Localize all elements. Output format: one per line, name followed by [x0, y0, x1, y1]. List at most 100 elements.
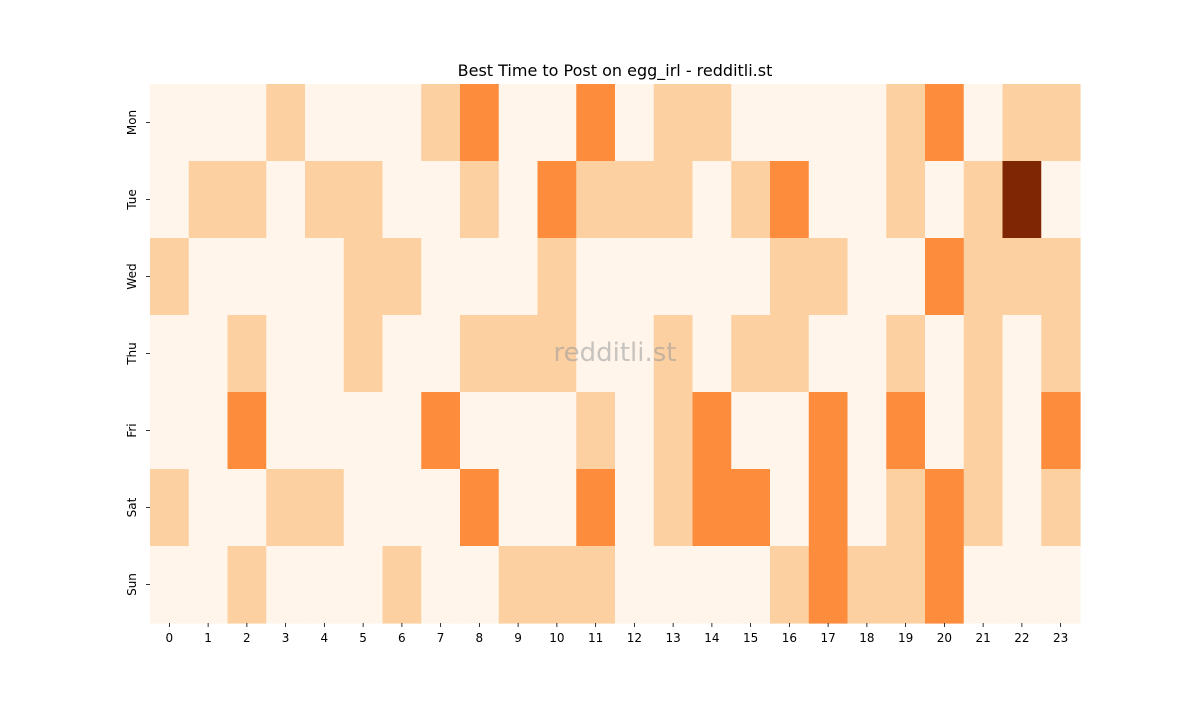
heatmap-cell-mon-6 — [382, 84, 422, 162]
heatmap-cell-wed-10 — [537, 238, 577, 316]
heatmap-cell-sun-17 — [808, 546, 849, 624]
heatmap-cell-sat-7 — [421, 469, 461, 547]
chart-title: Best Time to Post on egg_irl - redditli.… — [458, 61, 773, 81]
heatmap-cell-thu-2 — [227, 315, 267, 393]
heatmap-cell-sat-10 — [537, 469, 577, 547]
heatmap-cell-tue-15 — [731, 161, 771, 239]
heatmap-cell-wed-5 — [343, 238, 384, 316]
heatmap-cell-tue-4 — [305, 161, 345, 239]
heatmap-cell-wed-21 — [963, 238, 1004, 316]
heatmap-cell-sun-19 — [886, 546, 926, 624]
heatmap-cell-tue-3 — [266, 161, 306, 239]
heatmap-cell-fri-5 — [343, 392, 384, 470]
heatmap-cell-sun-11 — [576, 546, 616, 624]
heatmap-cell-sun-4 — [305, 546, 345, 624]
heatmap-cell-sun-18 — [847, 546, 887, 624]
heatmap-cell-mon-15 — [731, 84, 771, 162]
x-tick-label: 1 — [204, 631, 212, 645]
heatmap-cell-thu-6 — [382, 315, 422, 393]
heatmap-cell-mon-13 — [653, 84, 694, 162]
heatmap-cell-thu-19 — [886, 315, 926, 393]
x-tick-label: 5 — [359, 631, 367, 645]
x-tick-label: 13 — [665, 631, 680, 645]
x-tick-label: 0 — [166, 631, 174, 645]
heatmap-cell-sat-13 — [653, 469, 694, 547]
heatmap-cell-tue-1 — [188, 161, 229, 239]
heatmap-cell-mon-20 — [925, 84, 965, 162]
y-tick-label: Sat — [125, 497, 139, 517]
y-tick-label: Sun — [125, 573, 139, 596]
heatmap-cell-mon-19 — [886, 84, 926, 162]
heatmap-cell-wed-6 — [382, 238, 422, 316]
heatmap-cell-sun-12 — [615, 546, 655, 624]
heatmap-cell-tue-21 — [963, 161, 1004, 239]
heatmap-cell-thu-23 — [1041, 315, 1081, 393]
heatmap-cell-fri-2 — [227, 392, 267, 470]
x-tick-label: 7 — [437, 631, 445, 645]
heatmap-cell-mon-21 — [963, 84, 1004, 162]
heatmap-cell-mon-5 — [343, 84, 384, 162]
heatmap-cell-thu-13 — [653, 315, 694, 393]
heatmap-cell-sun-23 — [1041, 546, 1081, 624]
heatmap-cell-fri-3 — [266, 392, 306, 470]
heatmap-cell-mon-11 — [576, 84, 616, 162]
heatmap-cell-thu-0 — [150, 315, 190, 393]
heatmap-cell-sun-0 — [150, 546, 190, 624]
x-tick-label: 9 — [514, 631, 522, 645]
heatmap-cell-thu-15 — [731, 315, 771, 393]
heatmap-cell-wed-1 — [188, 238, 229, 316]
heatmap-cell-mon-2 — [227, 84, 267, 162]
heatmap-cell-sun-10 — [537, 546, 577, 624]
heatmap-cell-thu-14 — [692, 315, 732, 393]
heatmap-cell-mon-22 — [1002, 84, 1042, 162]
heatmap-cell-thu-7 — [421, 315, 461, 393]
heatmap-cell-fri-6 — [382, 392, 422, 470]
heatmap-cell-tue-19 — [886, 161, 926, 239]
heatmap-cell-sun-22 — [1002, 546, 1042, 624]
heatmap-cell-tue-8 — [460, 161, 500, 239]
heatmap-cell-tue-20 — [925, 161, 965, 239]
heatmap-cell-wed-2 — [227, 238, 267, 316]
heatmap-cell-mon-10 — [537, 84, 577, 162]
heatmap-cell-mon-1 — [188, 84, 229, 162]
heatmap-cell-mon-16 — [770, 84, 810, 162]
heatmap-cell-fri-17 — [808, 392, 849, 470]
heatmap-cell-sun-2 — [227, 546, 267, 624]
heatmap-cell-wed-12 — [615, 238, 655, 316]
heatmap-cell-sat-5 — [343, 469, 384, 547]
x-axis: 0 1 2 3 4 5 6 7 8 9 10 11 12 13 14 15 16 17 18 19 20 21 22 23 — [166, 623, 1068, 645]
heatmap-cell-thu-8 — [460, 315, 500, 393]
heatmap-cell-thu-3 — [266, 315, 306, 393]
heatmap-cell-sat-6 — [382, 469, 422, 547]
heatmap-cell-sat-18 — [847, 469, 887, 547]
heatmap-cell-sat-14 — [692, 469, 732, 547]
heatmap-cell-sun-13 — [653, 546, 694, 624]
heatmap-cell-tue-16 — [770, 161, 810, 239]
heatmap-cell-thu-20 — [925, 315, 965, 393]
heatmap-cell-sat-21 — [963, 469, 1004, 547]
heatmap-cell-sat-23 — [1041, 469, 1081, 547]
heatmap-cell-sun-16 — [770, 546, 810, 624]
heatmap-cell-mon-14 — [692, 84, 732, 162]
heatmap-cell-fri-18 — [847, 392, 887, 470]
heatmap-cell-tue-22 — [1002, 161, 1042, 239]
heatmap-cell-fri-12 — [615, 392, 655, 470]
y-tick-label: Mon — [125, 110, 139, 135]
heatmap-cell-wed-0 — [150, 238, 190, 316]
heatmap-cell-fri-15 — [731, 392, 771, 470]
heatmap-cell-thu-21 — [963, 315, 1004, 393]
heatmap-cell-fri-4 — [305, 392, 345, 470]
heatmap-cell-sat-22 — [1002, 469, 1042, 547]
heatmap-cell-wed-15 — [731, 238, 771, 316]
heatmap-cell-mon-23 — [1041, 84, 1081, 162]
x-tick-label: 23 — [1053, 631, 1068, 645]
heatmap-cell-wed-22 — [1002, 238, 1042, 316]
heatmap-cell-thu-4 — [305, 315, 345, 393]
heatmap-cell-sat-9 — [498, 469, 539, 547]
heatmap-cell-sat-0 — [150, 469, 190, 547]
heatmap-cell-tue-0 — [150, 161, 190, 239]
x-tick-label: 2 — [243, 631, 251, 645]
heatmap-cell-fri-8 — [460, 392, 500, 470]
heatmap-cell-mon-18 — [847, 84, 887, 162]
